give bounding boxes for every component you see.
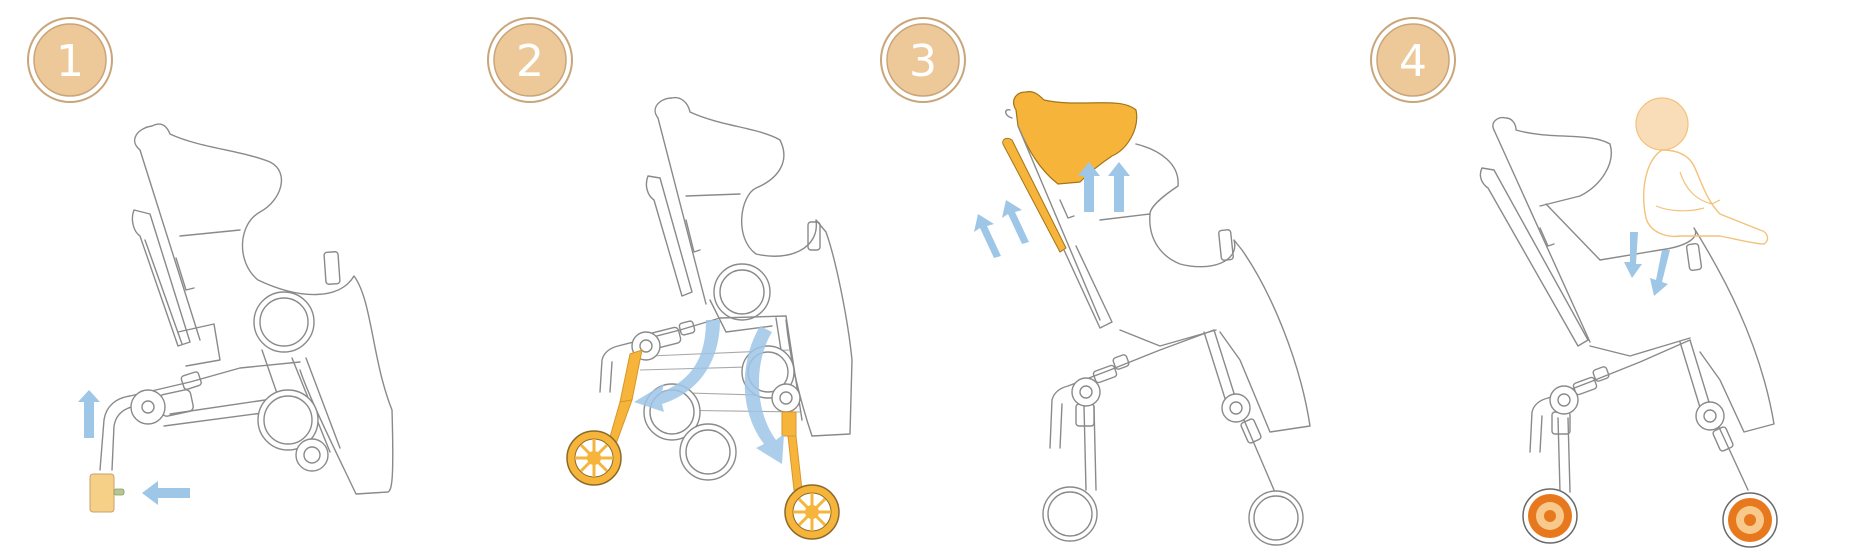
up-arrow [1108, 162, 1130, 212]
rotate-arrow [744, 326, 784, 464]
up-arrow [974, 214, 1001, 258]
wheel [1522, 488, 1578, 544]
step-badge-3: 3 [880, 17, 966, 103]
step-badge-2: 2 [487, 17, 573, 103]
step-1-folded-stroller [89, 123, 394, 513]
step-4-stroller [1479, 97, 1778, 548]
step-badge-1: 1 [27, 17, 113, 103]
up-arrow [78, 390, 100, 438]
wheel [566, 430, 622, 486]
rotate-arrow [634, 320, 720, 412]
step-3-stroller [1002, 91, 1311, 546]
up-arrow [1002, 200, 1029, 244]
step-number-4: 4 [1399, 36, 1427, 87]
baby-figure [1635, 97, 1769, 245]
left-arrow [142, 481, 190, 505]
step-number-3: 3 [909, 36, 937, 87]
up-arrow [1078, 162, 1100, 212]
wheel [1722, 492, 1778, 548]
step-number-1: 1 [56, 36, 84, 87]
step-2-unfolding-stroller [566, 96, 853, 540]
step-number-2: 2 [516, 36, 544, 87]
down-arrow [1650, 250, 1670, 296]
step-badge-4: 4 [1370, 17, 1456, 103]
canopy [1013, 91, 1138, 185]
down-arrow [1624, 232, 1642, 278]
wheel [784, 484, 840, 540]
